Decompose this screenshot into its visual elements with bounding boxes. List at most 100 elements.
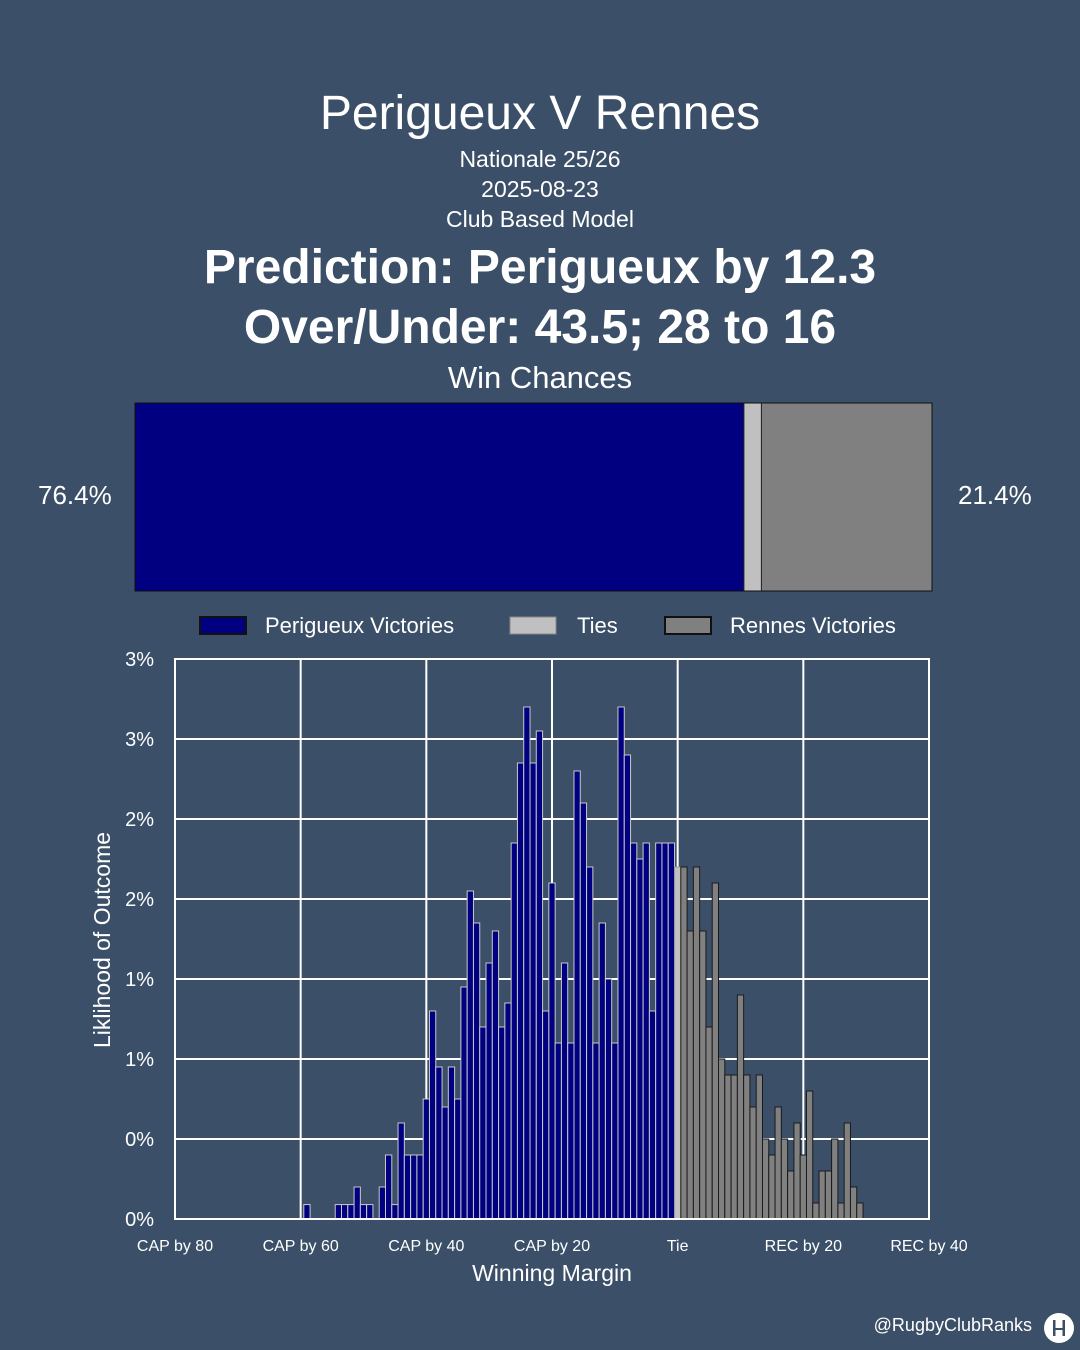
histogram-bar <box>498 1026 506 1220</box>
histogram-bar <box>787 1170 795 1220</box>
win-bar-home-segment <box>134 402 745 592</box>
histogram-bar <box>447 1066 456 1220</box>
y-tick-label: 0% <box>125 1129 154 1151</box>
histogram-bar <box>548 882 556 1220</box>
histogram-bar <box>648 1010 657 1220</box>
histogram-bar <box>805 1090 814 1220</box>
histogram-bar <box>523 706 531 1220</box>
histogram-bar <box>460 986 468 1220</box>
histogram-bar <box>479 1026 487 1220</box>
legend-swatch-tie <box>509 616 557 635</box>
histogram-bar <box>856 1202 864 1220</box>
histogram-bar <box>359 1204 368 1220</box>
histogram-bar <box>774 1106 782 1220</box>
histogram-bar <box>630 842 638 1220</box>
histogram-bar <box>366 1204 374 1220</box>
histogram-bar <box>743 1074 751 1220</box>
histogram-bar <box>824 1170 833 1220</box>
histogram-bar <box>441 1106 449 1220</box>
histogram-bar <box>535 730 544 1220</box>
histogram-bar <box>334 1204 343 1220</box>
model-label: Club Based Model <box>446 206 634 232</box>
y-axis-label: Liklihood of Outcome <box>89 832 115 1048</box>
prediction-headline: Prediction: Perigueux by 12.3 <box>203 241 877 294</box>
histogram-bar <box>403 1154 412 1220</box>
histogram-bar <box>604 978 613 1220</box>
legend-label-away: Rennes Victories <box>730 613 896 638</box>
histogram-bar <box>780 1138 789 1220</box>
y-tick-label: 0% <box>125 1209 154 1231</box>
histogram-bar <box>516 762 525 1220</box>
histogram-bar <box>579 802 588 1220</box>
histogram-bar <box>391 1204 399 1220</box>
x-tick-label: Tie <box>667 1238 689 1255</box>
win-chances-title: Win Chances <box>447 360 633 395</box>
y-tick-label: 2% <box>125 809 154 831</box>
histogram-bar <box>837 1202 845 1220</box>
x-tick-label: CAP by 60 <box>263 1238 339 1255</box>
histogram-bar <box>642 842 650 1220</box>
x-tick-label: CAP by 40 <box>388 1238 464 1255</box>
x-tick-label: CAP by 80 <box>137 1238 213 1255</box>
histogram-bar <box>711 882 720 1220</box>
histogram-bar <box>586 866 594 1220</box>
legend-label-tie: Ties <box>577 613 618 638</box>
histogram-bar <box>730 1074 738 1220</box>
histogram-plot: 0%0%1%1%2%2%3%3% CAP by 80 CAP by 60 CAP b… <box>89 649 968 1286</box>
histogram-bar <box>592 1042 600 1220</box>
histogram-bar <box>554 1042 562 1220</box>
y-tick-label: 3% <box>125 729 154 751</box>
histogram-bar <box>378 1186 386 1220</box>
win-bar-tie-segment <box>743 402 762 592</box>
histogram-bar <box>718 1058 726 1220</box>
x-tick-labels: CAP by 80 CAP by 60 CAP by 40 CAP by 20 Tie R… <box>137 1238 968 1255</box>
histogram-bar <box>699 930 707 1220</box>
y-tick-labels: 0% 0% 1% 1% 2% 2% 3% 3% <box>125 649 154 1231</box>
histogram-bar <box>611 1042 619 1220</box>
histogram-bar <box>510 842 518 1220</box>
histogram-bar <box>724 1074 732 1220</box>
histogram-bar <box>843 1122 851 1220</box>
histogram-bar <box>793 1122 801 1220</box>
y-tick-label: 1% <box>125 969 154 991</box>
histogram-bar <box>384 1154 393 1220</box>
histogram-bar <box>454 1098 462 1220</box>
histogram-bar <box>661 842 669 1220</box>
histogram-bar <box>692 866 701 1220</box>
histogram-bar <box>705 1026 713 1220</box>
histogram-bar <box>560 962 569 1220</box>
histogram-bar <box>567 1042 575 1220</box>
histogram-bar <box>812 1202 820 1220</box>
histogram-bar <box>768 1154 776 1220</box>
histogram-bar <box>504 1002 512 1220</box>
histogram-bar <box>341 1204 349 1220</box>
footer-handle: @RugbyClubRanks <box>873 1315 1032 1335</box>
histogram-bar <box>542 1010 550 1220</box>
histogram-bar <box>303 1204 311 1220</box>
histogram-bar <box>466 890 474 1220</box>
over-under-headline: Over/Under: 43.5; 28 to 16 <box>243 301 837 354</box>
gridlines <box>174 658 930 1220</box>
histogram-bar <box>623 754 632 1220</box>
histogram-bar <box>353 1186 361 1220</box>
chart-title: Perigueux V Rennes <box>319 87 761 140</box>
histogram-bar <box>347 1204 355 1220</box>
x-axis-label: Winning Margin <box>472 1260 632 1286</box>
histogram-bar <box>636 858 644 1220</box>
histogram-bars <box>303 706 864 1220</box>
x-tick-label: REC by 20 <box>765 1238 842 1255</box>
histogram-bar <box>761 1138 770 1220</box>
legend-swatch-away <box>664 616 712 635</box>
histogram-bar <box>831 1138 839 1220</box>
histogram-bar <box>799 1154 807 1220</box>
histogram-bar <box>472 922 481 1220</box>
match-date: 2025-08-23 <box>481 176 599 202</box>
histogram-bar <box>849 1186 858 1220</box>
legend-label-home: Perigueux Victories <box>265 613 454 638</box>
histogram-bar <box>428 1010 437 1220</box>
histogram-bar <box>491 930 500 1220</box>
home-win-percentage: 76.4% <box>38 480 112 510</box>
histogram-bar <box>416 1154 424 1220</box>
histogram-bar <box>598 922 606 1220</box>
histogram-bar <box>736 994 745 1220</box>
